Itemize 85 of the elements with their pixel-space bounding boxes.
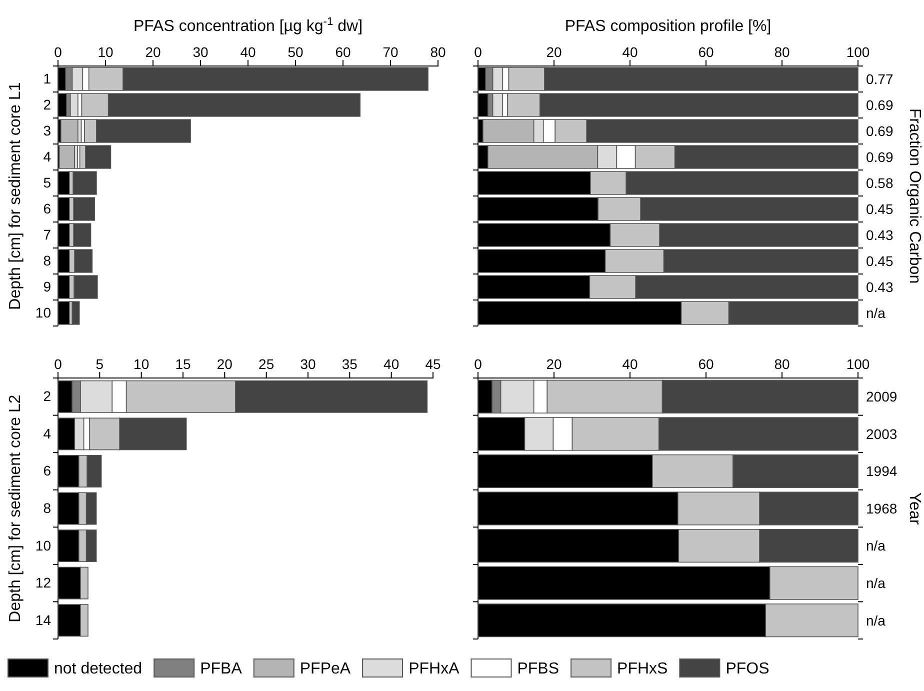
x-tick-label: 70 [382,44,398,60]
text: 0.69 [866,148,894,165]
text: n/a [866,612,886,628]
x-tick-label: 100 [846,356,870,372]
x-tick-label: 10 [98,44,114,60]
y-tick-label: 14 [35,612,52,628]
x-tick-label: 60 [698,356,714,372]
text: 0.77 [866,70,894,87]
x-tick-label: 40 [384,356,400,372]
bar [59,145,76,169]
x-tick-label: 40 [240,44,256,60]
y-tick-label: 5 [43,174,52,190]
y-tick-label: 2 [43,96,52,112]
legend-label: PFOS [726,660,770,678]
y-tick-label: 7 [43,226,52,242]
y-tick-label: 8 [43,252,52,268]
text: 2009 [866,388,898,405]
x-tick-label: 35 [342,356,358,372]
y-tick-label: 1 [43,70,52,86]
y-axis-title: Depth [cm] for sediment core L1 [7,82,24,310]
text: 0.69 [866,122,894,139]
y-tick-label: 10 [35,304,52,320]
x-axis-title: PFAS concentration [µg kg$^{-1}$ dw] [133,16,363,35]
x-tick-label: 0 [54,44,62,60]
x-tick-label: 20 [546,44,562,60]
bar [72,171,97,195]
y2-axis-title: Year [906,492,923,526]
x-tick-label: 80 [774,356,790,372]
text: n/a [866,574,886,591]
x-tick-label: 15 [175,356,191,372]
x-tick-label: 80 [774,44,790,60]
text: 0.45 [866,200,894,217]
y-tick-label: 2 [43,388,52,404]
x-tick-label: 10 [134,356,150,372]
legend-label: PFBS [517,660,560,678]
x-tick-label: 20 [216,356,233,372]
x-tick-label: 50 [288,44,304,60]
text: 0.43 [866,226,894,243]
y2-axis-title: Fraction Organic Carbon [906,108,923,284]
y-tick-label: 12 [35,574,52,591]
x-tick-label: 30 [300,356,316,372]
y-tick-label: 10 [35,537,52,554]
x-tick-label: 5 [96,356,104,372]
x-tick-label: 40 [622,356,638,372]
y-axis-title: Depth [cm] for sediment core L2 [7,394,24,622]
x-tick-label: 80 [430,44,446,60]
bar [70,93,78,117]
text: 0.45 [866,252,894,269]
legend-label: not detected [54,660,142,678]
x-tick-label: 45 [425,356,441,372]
legend-label: PFBA [200,660,242,678]
bar [73,223,92,247]
x-axis-title: PFAS composition profile [%] [564,18,772,35]
bar [60,119,78,143]
x-tick-label: 20 [145,44,161,60]
y-tick-label: 3 [43,122,52,138]
x-tick-label: 0 [54,356,62,372]
text: 1994 [866,463,898,480]
x-tick-label: 25 [258,356,274,372]
legend-label: PFPeA [300,660,351,678]
y-tick-label: 6 [43,200,52,216]
y-tick-label: 4 [43,425,52,442]
y-tick-label: 9 [43,278,52,294]
text: 0.69 [866,96,894,113]
text: 2003 [866,426,898,442]
y-tick-label: 8 [43,500,52,516]
bar [72,301,80,325]
x-tick-label: 0 [474,44,482,60]
x-tick-label: 30 [192,44,208,60]
text: 0.43 [866,278,894,295]
bar [73,197,95,221]
text: 1968 [866,500,898,516]
text: 0.58 [866,174,894,191]
y-tick-label: 4 [43,148,52,164]
y-tick-label: 6 [43,462,52,479]
text: n/a [866,304,886,321]
x-tick-label: 60 [698,44,714,60]
x-tick-label: 20 [546,356,562,372]
x-tick-label: 0 [474,356,482,372]
x-tick-label: 60 [335,44,351,60]
x-tick-label: 100 [846,44,870,60]
x-tick-label: 40 [622,44,638,60]
legend-label: PFHxA [408,660,460,678]
text: n/a [866,538,886,554]
legend-label: PFHxS [617,660,668,678]
